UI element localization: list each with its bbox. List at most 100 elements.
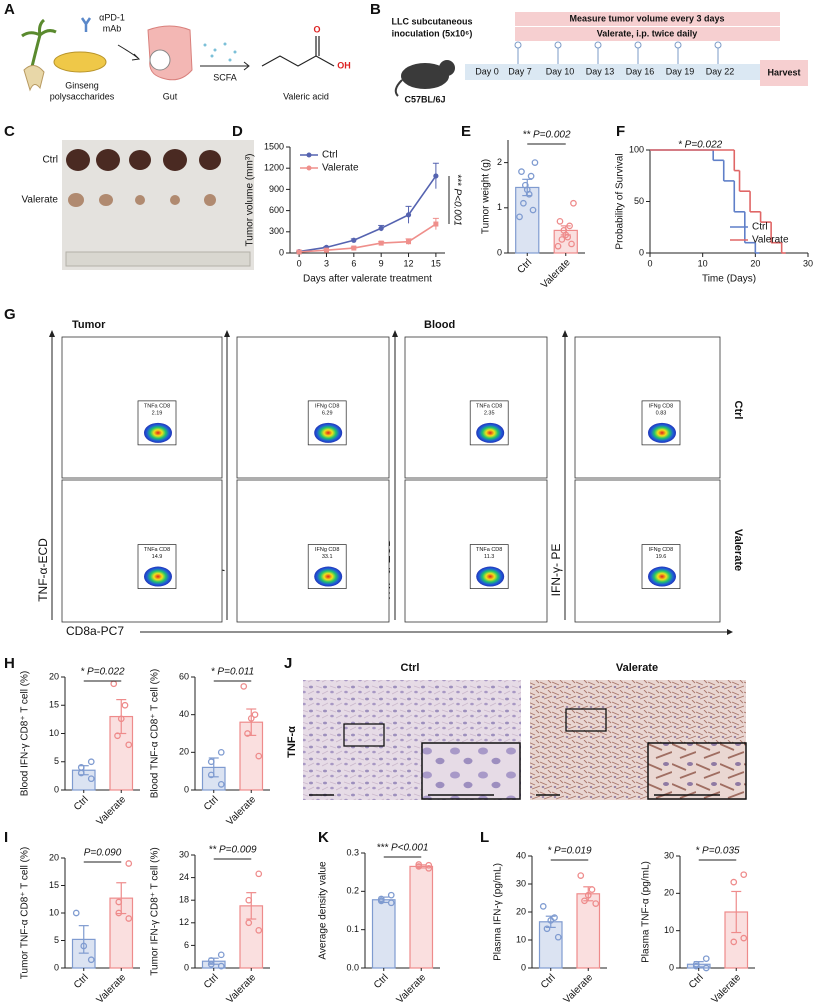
data-point [251, 711, 259, 719]
marker [378, 225, 384, 231]
y-tick-label: 10 [49, 907, 59, 917]
flow-plot [236, 336, 390, 479]
category-label: Valerate [562, 972, 596, 1006]
data-point [115, 898, 123, 906]
significance: *** P<0.001 [377, 843, 429, 854]
day-marker [714, 41, 722, 49]
marker [378, 240, 384, 246]
data-point [387, 899, 395, 907]
legend-label: Ctrl [752, 222, 768, 233]
day-marker [594, 41, 602, 49]
y-axis-label: Probability of Survival [615, 153, 626, 249]
category-label: Valerate [395, 972, 429, 1006]
category-label: Valerate [95, 794, 129, 828]
data-point [207, 771, 215, 779]
gate-value: 6.29 [322, 410, 333, 416]
significance: *** P<0.001 [451, 174, 462, 226]
y-tick-label: 0 [184, 784, 189, 794]
data-point [377, 895, 385, 903]
schematic-label: polysaccharides [50, 91, 115, 101]
cell-population [476, 566, 505, 587]
data-point [217, 951, 225, 959]
significance: P=0.090 [84, 848, 122, 859]
data-point [516, 213, 523, 221]
panel-letter: A [4, 1, 15, 18]
schematic-label: SCFA [213, 72, 237, 82]
y-tick-label: 0 [639, 247, 644, 257]
tumor-photo: Ctrl Valerate [21, 140, 254, 270]
y-tick-label: 18 [179, 895, 189, 905]
panel-letter: F [616, 123, 625, 140]
ginseng-root [23, 65, 45, 92]
valerate-tumors [68, 193, 216, 207]
zoom-box [343, 723, 385, 747]
atom-label: OH [337, 60, 351, 70]
data-point [77, 764, 85, 771]
data-point [531, 159, 539, 166]
gate-label: TNFa CD8 [476, 403, 502, 409]
y-tick-label: 60 [179, 671, 189, 681]
y-tick-label: 20 [664, 888, 674, 898]
photo [62, 140, 254, 270]
gate-label: IFNg CD8 [649, 547, 673, 553]
schematic-label: Measure tumor volume every 3 days [569, 13, 724, 23]
y-axis-label: Plasma TNF-α (pg/mL) [641, 861, 652, 963]
flow-plot [61, 336, 223, 479]
schematic-label: Ginseng [65, 80, 99, 90]
schematic-label: LLC subcutaneous [391, 16, 472, 26]
arrow-head [243, 61, 250, 71]
y-axis-label: Tumor TNF-α CD8⁺ T cell (%) [20, 847, 31, 979]
y-tick-label: 1500 [264, 141, 284, 151]
schematic-b: LLC subcutaneous inoculation (5x10⁶) Mea… [391, 12, 808, 104]
marker [433, 221, 439, 227]
data-point [217, 962, 225, 970]
day-label: Day 22 [706, 66, 735, 76]
y-tick-label: 12 [179, 917, 189, 927]
legend-marker [306, 152, 312, 158]
x-tick-label: 6 [351, 258, 356, 268]
flow-group: Ctrl [732, 401, 744, 420]
y-tick-label: 0.2 [346, 886, 359, 896]
schematic-label: inoculation (5x10⁶) [392, 28, 473, 38]
y-axis-label: Average density value [318, 861, 329, 960]
data-point [415, 861, 423, 868]
flow-plot [61, 479, 223, 623]
molecule [261, 55, 335, 67]
y-tick-label: 0 [184, 962, 189, 972]
panel-letters: A B C D E F G H J I K L [4, 1, 625, 846]
ruler [65, 251, 251, 267]
bowl [53, 51, 107, 73]
y-axis-label: Tumor volume (mm³) [245, 154, 256, 247]
day-label: Day 13 [586, 66, 615, 76]
data-point [125, 915, 133, 922]
y-axis-label: Blood TNF-α CD8⁺ T cell (%) [150, 669, 161, 798]
panel-letter: E [461, 123, 471, 140]
data-point [117, 715, 125, 723]
day-marker [634, 41, 642, 49]
arrow-head [392, 330, 398, 337]
legend-label: Valerate [752, 235, 789, 246]
cell-population [144, 566, 172, 587]
x-tick-label: 0 [297, 258, 302, 268]
gate [641, 544, 681, 589]
schematic-label: Valerate, i.p. twice daily [597, 28, 698, 38]
y-tick-label: 900 [269, 184, 284, 194]
data-point [207, 758, 215, 766]
category-label: Ctrl [687, 972, 706, 991]
gut-zoom [149, 49, 171, 71]
data-point [425, 864, 433, 872]
day-label: Day 7 [508, 66, 532, 76]
data-point [702, 964, 710, 972]
y-tick-label: 40 [516, 850, 526, 860]
schematic-label: mAb [103, 23, 122, 33]
data-point [207, 960, 215, 968]
data-point [255, 926, 263, 934]
day-label: Day 19 [666, 66, 695, 76]
gate [137, 544, 177, 589]
marker [351, 237, 357, 243]
marker [323, 247, 329, 253]
cell-population [648, 566, 676, 587]
data-point [115, 909, 123, 917]
gate-label: TNFa CD8 [476, 547, 502, 553]
